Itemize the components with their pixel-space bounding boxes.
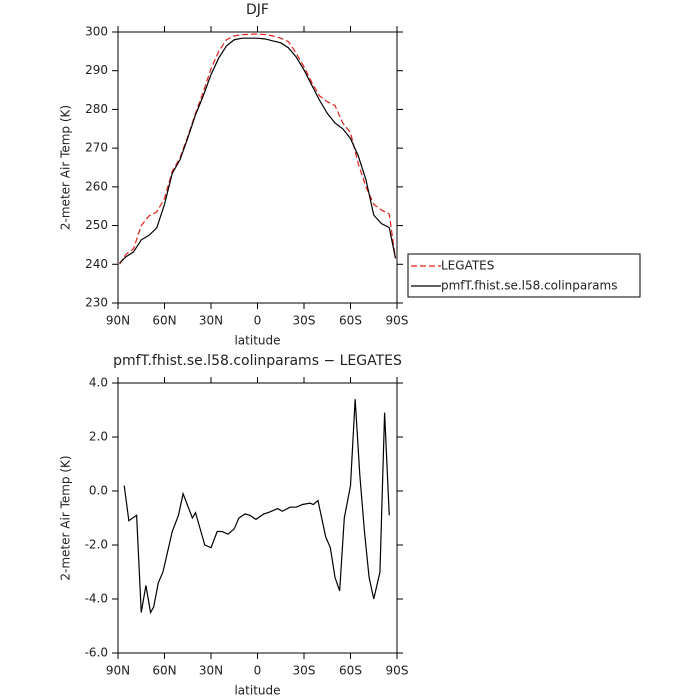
- y-tick-label: 2.0: [89, 430, 108, 444]
- x-tick-label: 0: [254, 664, 262, 678]
- x-tick-label: 30S: [293, 664, 316, 678]
- y-axis-label: 2-meter Air Temp (K): [59, 455, 73, 580]
- x-tick-label: 60S: [339, 314, 362, 328]
- x-tick-label: 90S: [386, 664, 409, 678]
- x-tick-label: 90S: [386, 314, 409, 328]
- x-axis-label: latitude: [234, 684, 280, 698]
- data-line: [119, 33, 397, 265]
- y-tick-label: 280: [85, 102, 108, 116]
- x-tick-label: 60N: [152, 314, 176, 328]
- x-tick-label: 0: [254, 314, 262, 328]
- legend-box: [407, 253, 641, 298]
- x-tick-label: 90N: [106, 314, 130, 328]
- y-tick-label: -4.0: [85, 592, 108, 606]
- plot-frame: [117, 382, 398, 654]
- legend-label: LEGATES: [441, 259, 494, 273]
- y-tick-label: 300: [85, 25, 108, 39]
- y-tick-label: 260: [85, 179, 108, 193]
- y-tick-label: -6.0: [85, 646, 108, 660]
- y-axis-label: 2-meter Air Temp (K): [59, 105, 73, 230]
- x-tick-label: 30N: [199, 664, 223, 678]
- y-tick-label: 270: [85, 141, 108, 155]
- data-line: [123, 399, 390, 615]
- chart-title: pmfT.fhist.se.l58.colinparams − LEGATES: [113, 353, 402, 369]
- y-tick-label: 230: [85, 296, 108, 310]
- y-tick-label: 240: [85, 257, 108, 271]
- y-tick-label: 290: [85, 63, 108, 77]
- data-line: [119, 37, 397, 264]
- plot-frame: [117, 31, 398, 304]
- legend-label: pmfT.fhist.se.l58.colinparams: [441, 279, 617, 293]
- x-tick-label: 60S: [339, 664, 362, 678]
- x-axis-label: latitude: [234, 334, 280, 348]
- x-tick-label: 60N: [152, 664, 176, 678]
- x-tick-label: 90N: [106, 664, 130, 678]
- y-tick-label: 250: [85, 218, 108, 232]
- y-tick-label: -2.0: [85, 538, 108, 552]
- x-tick-label: 30N: [199, 314, 223, 328]
- y-tick-label: 4.0: [89, 376, 108, 390]
- chart-title: DJF: [246, 2, 269, 18]
- x-tick-label: 30S: [293, 314, 316, 328]
- y-tick-label: 0.0: [89, 484, 108, 498]
